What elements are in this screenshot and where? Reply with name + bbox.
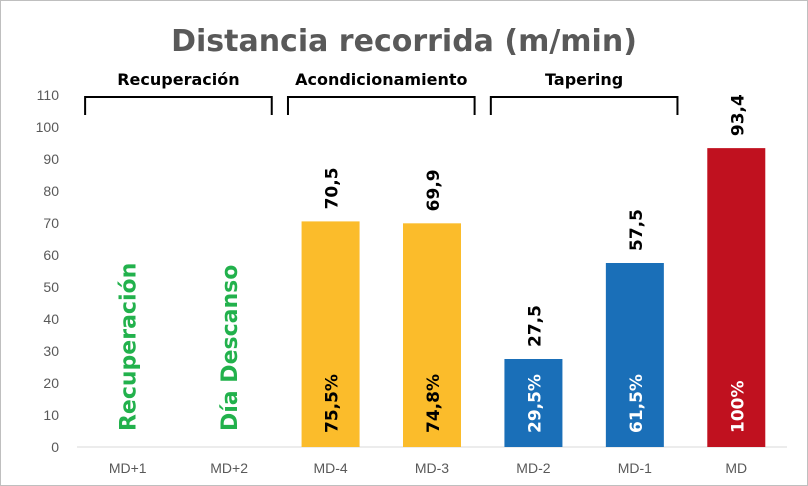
axis-layer: 0 10 20 30 40 50 60 70 80 90 100 110 MD+1 MD+2 MD-4 MD-… bbox=[36, 87, 787, 476]
x-tick-label: MD+1 bbox=[109, 460, 147, 476]
percent-label: 61,5% bbox=[627, 374, 647, 433]
value-label: 57,5 bbox=[627, 209, 647, 251]
x-tick-label: MD-4 bbox=[313, 460, 347, 476]
y-tick-label: 100 bbox=[36, 119, 60, 135]
y-tick-label: 0 bbox=[51, 439, 59, 455]
bar bbox=[301, 221, 360, 447]
label-layer: Recuperación Día Descanso 70,5 75,5% 69,9 74,… bbox=[117, 94, 749, 433]
phase-bracket bbox=[84, 96, 273, 115]
y-tick-label: 90 bbox=[43, 151, 59, 167]
phase-label: Recuperación bbox=[117, 70, 239, 89]
chart-title: Distancia recorrida (m/min) bbox=[171, 24, 637, 59]
y-tick-label: 30 bbox=[43, 343, 59, 359]
y-tick-label: 50 bbox=[43, 279, 59, 295]
y-tick-label: 70 bbox=[43, 215, 59, 231]
percent-label: 75,5% bbox=[323, 374, 343, 433]
percent-label: 74,8% bbox=[424, 374, 444, 433]
y-tick-label: 10 bbox=[43, 407, 59, 423]
percent-label: 100% bbox=[728, 380, 748, 433]
x-tick-label: MD bbox=[725, 460, 747, 476]
x-tick-label: MD-1 bbox=[618, 460, 652, 476]
x-tick-label: MD+2 bbox=[210, 460, 248, 476]
x-tick-label: MD-2 bbox=[516, 460, 550, 476]
value-label: 27,5 bbox=[525, 305, 545, 347]
empty-day-note: Día Descanso bbox=[218, 265, 243, 431]
x-tick-label: MD-3 bbox=[415, 460, 449, 476]
empty-day-note: Recuperación bbox=[117, 263, 142, 431]
phase-layer: Recuperación Acondicionamiento Tapering bbox=[84, 70, 679, 115]
bar bbox=[707, 148, 766, 447]
phase-label: Acondicionamiento bbox=[295, 70, 467, 89]
value-label: 69,9 bbox=[424, 169, 444, 211]
y-tick-label: 20 bbox=[43, 375, 59, 391]
y-tick-label: 80 bbox=[43, 183, 59, 199]
y-tick-label: 40 bbox=[43, 311, 59, 327]
bar bbox=[504, 359, 563, 447]
value-label: 70,5 bbox=[323, 167, 343, 209]
percent-label: 29,5% bbox=[525, 374, 545, 433]
y-tick-label: 60 bbox=[43, 247, 59, 263]
y-tick-label: 110 bbox=[37, 87, 60, 103]
value-label: 93,4 bbox=[728, 94, 748, 136]
bar bbox=[605, 263, 664, 447]
phase-bracket bbox=[489, 96, 679, 115]
bar-layer bbox=[301, 148, 766, 447]
bar bbox=[403, 223, 461, 447]
phase-bracket bbox=[286, 96, 476, 115]
phase-label: Tapering bbox=[545, 70, 623, 89]
